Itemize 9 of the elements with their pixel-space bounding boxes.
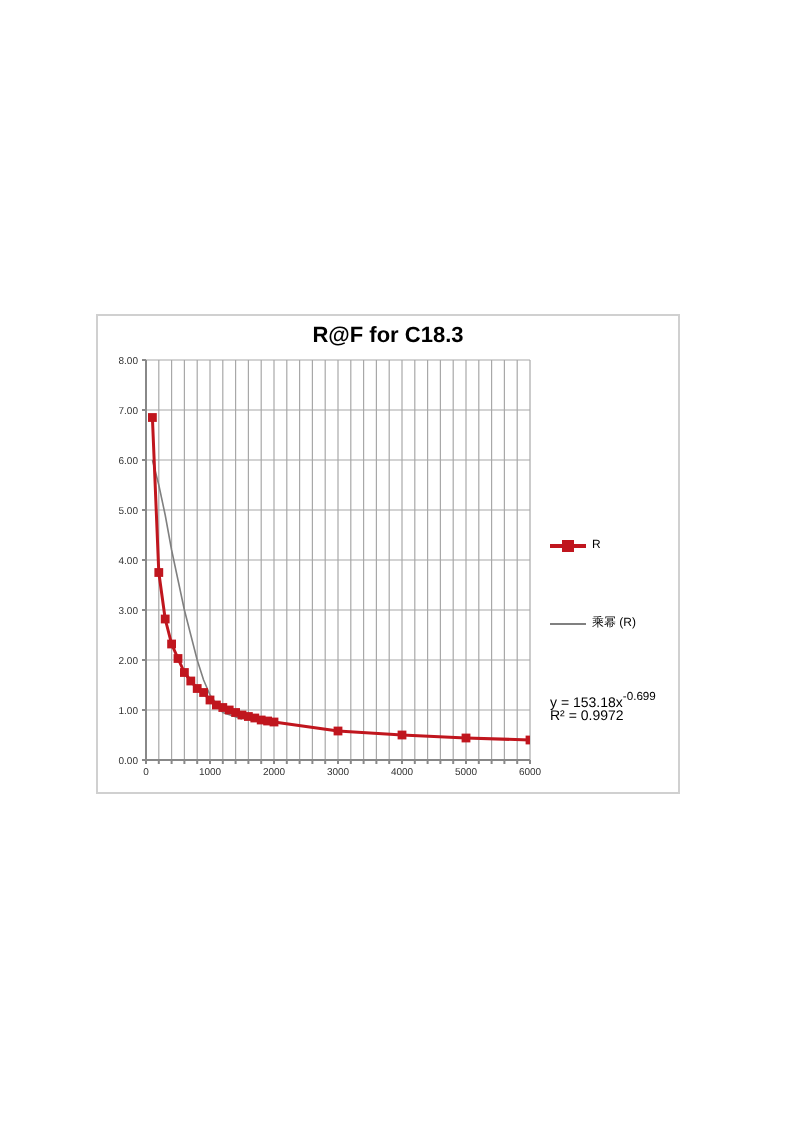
point [167,639,176,649]
point [160,614,170,624]
point [199,688,208,697]
point [186,676,196,686]
point [148,413,157,422]
chart-title: R@F for C18.3 [310,324,466,348]
point [180,668,189,677]
point [154,568,164,577]
point [173,654,183,663]
